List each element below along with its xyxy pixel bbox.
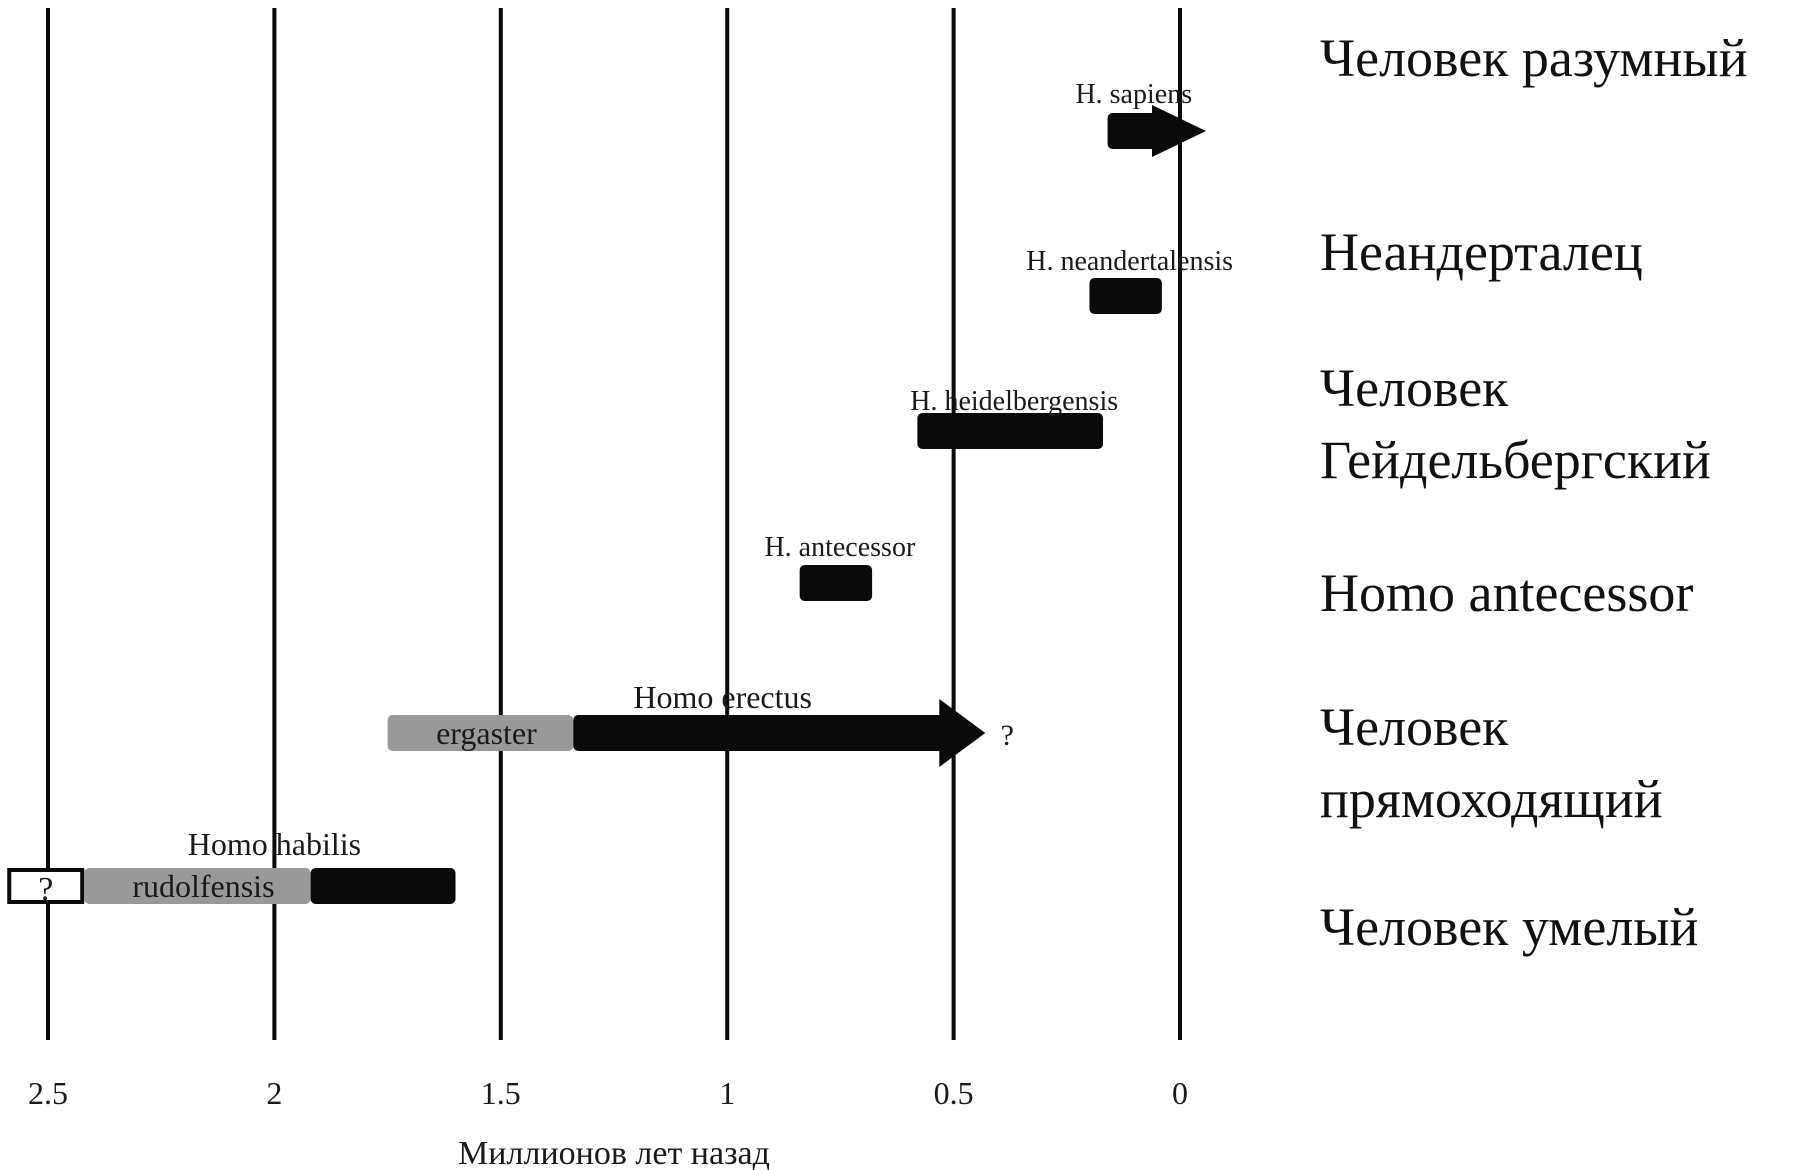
x-axis-title: Миллионов лет назад [458, 1135, 770, 1170]
x-tick-label: 0.5 [934, 1075, 974, 1111]
habilis-segment-label: rudolfensis [132, 868, 274, 904]
erectus-arrow-head [939, 699, 986, 767]
neanderthal-species-label: H. neandertalensis [1026, 246, 1233, 277]
habilis-unknown-segment [7, 868, 85, 904]
x-axis-ticks: 2.5 2 1.5 1 0.5 0 [28, 1075, 1188, 1111]
common-name-antecessor: Homo antecessor [1320, 563, 1694, 623]
erectus-species-label: Homo erectus [633, 679, 812, 715]
x-tick-label: 2.5 [28, 1075, 68, 1111]
heidelberg-bar-segment [917, 413, 1104, 449]
habilis-species-label: Homo habilis [188, 826, 361, 862]
common-name-erectus-line-2: прямоходящий [1320, 769, 1663, 829]
common-name-heidelberg-line-1: Человек [1320, 358, 1509, 418]
common-name-erectus-line-1: Человек [1320, 697, 1509, 757]
habilis-rudolfensis-segment [84, 868, 311, 904]
neanderthal-bar-segment [1089, 278, 1162, 314]
x-tick-label: 2 [266, 1075, 282, 1111]
heidelberg-species-label: H. heidelbergensis [910, 386, 1118, 417]
x-tick-label: 1 [719, 1075, 735, 1111]
species-bars [7, 105, 1206, 904]
antecessor-bar-segment [799, 565, 873, 601]
species-labels: H. sapiens H. neandertalensis H. heidelber… [38, 79, 1233, 908]
common-name-sapiens: Человек разумный [1320, 28, 1748, 88]
x-tick-label: 0 [1172, 1075, 1188, 1111]
common-name-heidelberg-line-2: Гейдельбергский [1320, 430, 1711, 490]
erectus-segment-label: ergaster [436, 715, 537, 751]
erectus-ergaster-segment [387, 715, 574, 751]
antecessor-species-label: H. antecessor [764, 532, 916, 563]
sapiens-arrow-head [1152, 105, 1206, 157]
sapiens-bar [1107, 113, 1158, 149]
sapiens-species-label: H. sapiens [1075, 79, 1192, 110]
common-name-neanderthal: Неандерталец [1320, 222, 1643, 282]
common-name-habilis: Человек умелый [1320, 897, 1699, 957]
x-tick-label: 1.5 [481, 1075, 521, 1111]
habilis-question-mark: ? [38, 871, 53, 908]
erectus-end-mark: ? [1001, 719, 1014, 752]
habilis-bar-segment [310, 868, 456, 904]
erectus-bar [573, 715, 946, 751]
